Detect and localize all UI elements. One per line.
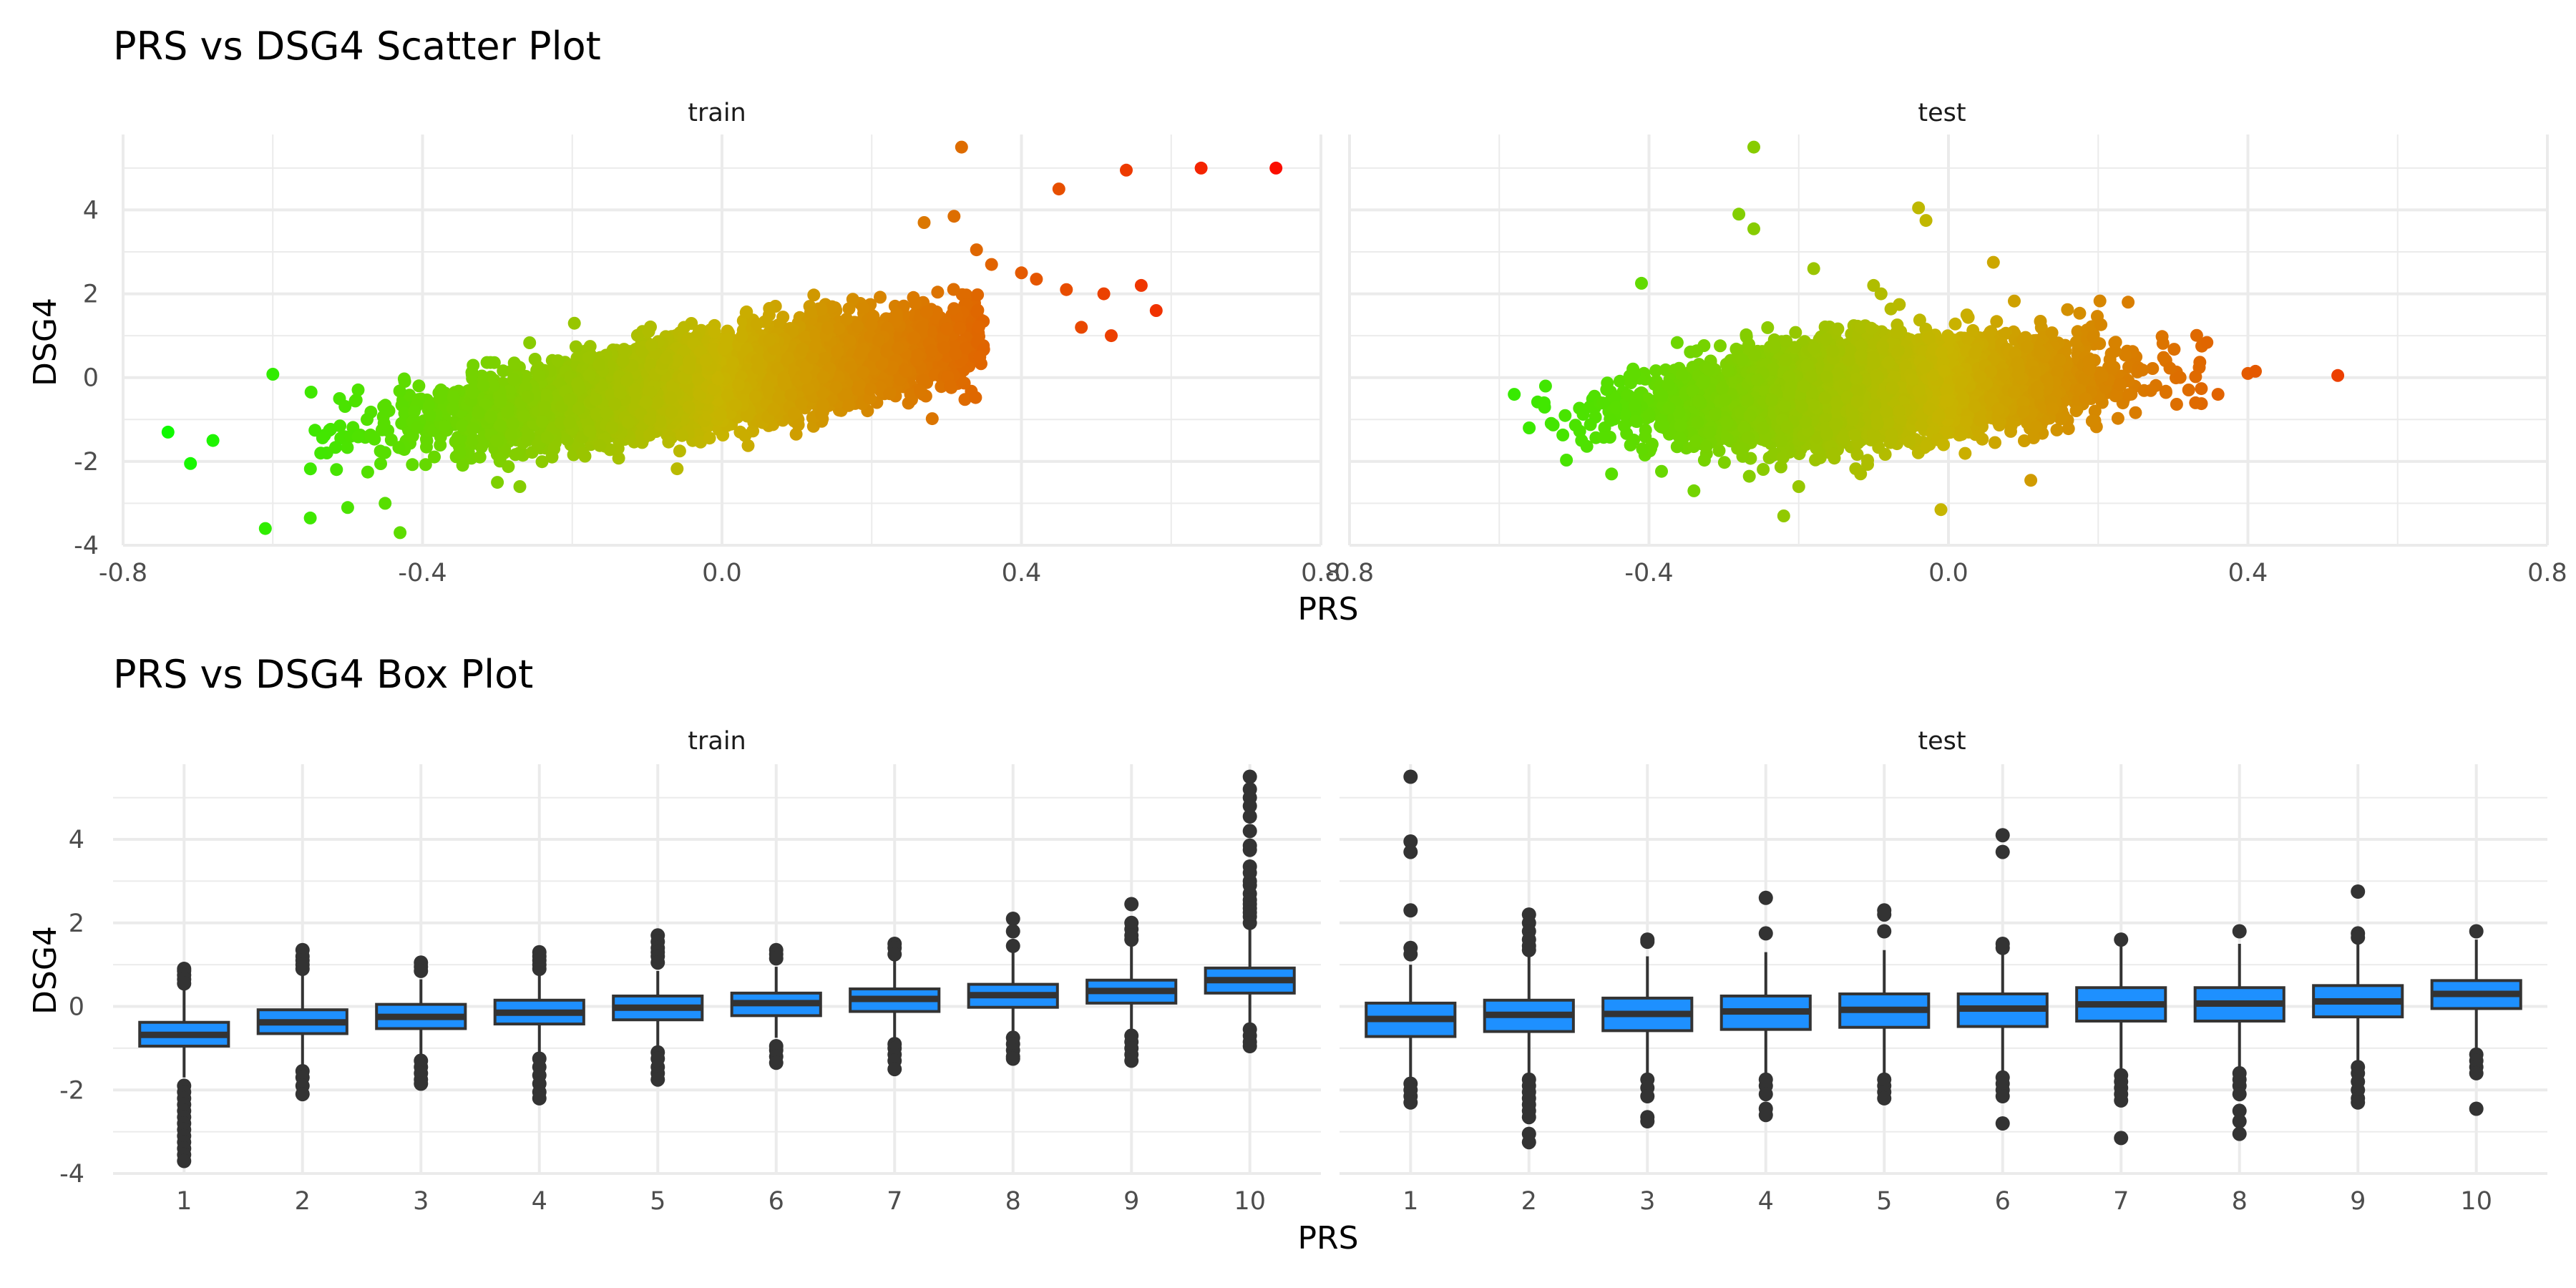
scatter-point — [569, 340, 582, 353]
scatter-point — [678, 321, 691, 334]
scatter-point — [341, 441, 354, 454]
y-tick-label: 2 — [83, 280, 99, 309]
x-tick-label: 0.4 — [1002, 559, 1042, 587]
scatter-point — [361, 465, 374, 479]
scatter-x-axis-title: PRS — [1297, 591, 1358, 628]
scatter-point — [419, 458, 432, 472]
scatter-point — [314, 447, 328, 460]
y-tick-label: -2 — [74, 448, 99, 477]
scatter-point — [670, 462, 684, 476]
x-tick-label: -0.4 — [398, 559, 447, 587]
scatter-point — [612, 452, 625, 465]
scatter-point — [909, 297, 922, 311]
scatter-point — [804, 306, 817, 319]
scatter-facet-label-test: test — [1918, 99, 1966, 127]
scatter-point — [642, 325, 655, 338]
scatter-point — [673, 444, 686, 458]
scatter-point — [398, 375, 411, 389]
scatter-point — [376, 410, 390, 424]
y-tick-label: 4 — [83, 196, 99, 225]
scatter-y-axis-title: DSG4 — [27, 298, 64, 386]
scatter-point — [971, 288, 985, 301]
y-tick-label: 0 — [83, 364, 99, 393]
scatter-title: PRS vs DSG4 Scatter Plot — [113, 24, 601, 69]
scatter-point — [453, 446, 467, 459]
scatter-point — [374, 457, 387, 470]
scatter-point — [763, 302, 776, 315]
x-tick-label: -0.8 — [99, 559, 147, 587]
scatter-point — [338, 400, 352, 413]
scatter-point — [567, 316, 581, 330]
scatter-point — [703, 431, 716, 445]
scatter-point — [931, 286, 945, 299]
scatter-point — [551, 354, 565, 368]
scatter-point — [643, 429, 656, 442]
scatter-point — [456, 459, 469, 472]
scatter-point — [304, 386, 318, 399]
scatter-point — [406, 458, 419, 472]
scatter-point — [509, 448, 522, 462]
x-tick-label: 0.8 — [1301, 559, 1341, 587]
scatter-point — [825, 300, 839, 313]
scatter-point — [412, 379, 426, 393]
scatter-point — [662, 435, 675, 449]
y-tick-label: -4 — [74, 532, 99, 560]
scatter-point — [545, 450, 559, 464]
scatter-point — [807, 288, 821, 302]
scatter-point — [935, 380, 948, 394]
scatter-point — [330, 463, 343, 477]
scatter-point — [969, 391, 982, 404]
scatter-point — [971, 303, 985, 317]
x-tick-label: 0.0 — [702, 559, 742, 587]
scatter-panel-train: -0.8 -0.4 0.0 0.4 0.8 -4 -2 0 2 4 — [74, 135, 1341, 587]
scatter-point — [523, 336, 537, 349]
scatter-point — [384, 433, 398, 447]
scatter-point — [484, 356, 497, 369]
scatter-facet-label-train: train — [688, 99, 746, 127]
scatter-point — [947, 283, 960, 296]
scatter-point — [351, 383, 365, 396]
scatter-point — [379, 446, 391, 459]
scatter-point — [925, 412, 939, 426]
scatter-point — [420, 440, 433, 454]
scatter-point — [958, 393, 972, 406]
scatter-point — [303, 462, 317, 476]
scatter-point — [493, 452, 507, 466]
